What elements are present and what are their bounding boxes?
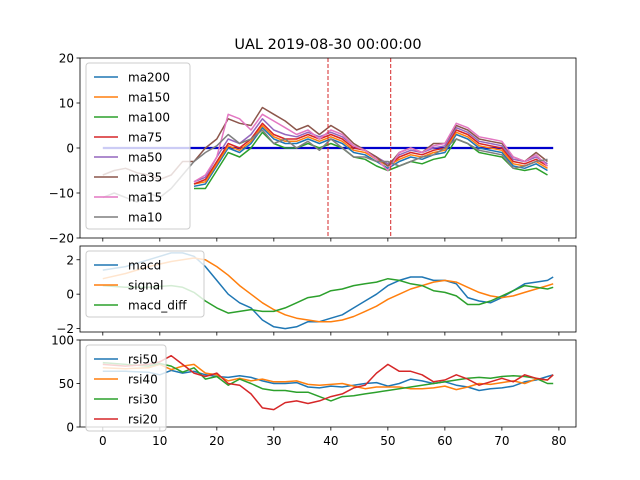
legend: macd signal macd_diff [85, 250, 205, 318]
legend-label-ma200: ma200 [128, 71, 170, 85]
legend-box [85, 344, 167, 432]
y-tick-label: −20 [49, 232, 74, 246]
x-tick-label: 60 [437, 434, 452, 448]
subplot-2: −2 0 2 macd signal macd_diff [56, 245, 577, 336]
x-tick-label: 40 [323, 434, 338, 448]
legend-label-ma10: ma10 [128, 211, 162, 225]
y-tick-label: 100 [51, 334, 74, 348]
legend-label-signal: signal [128, 279, 164, 293]
legend-label-ma75: ma75 [128, 131, 162, 145]
legend-label-rsi30: rsi30 [128, 393, 158, 407]
legend-box [85, 62, 191, 230]
legend-label-macd_diff: macd_diff [128, 299, 187, 313]
legend-label-ma150: ma150 [128, 91, 170, 105]
plot-area [102, 354, 554, 411]
series-line-rsi30 [102, 361, 554, 402]
series-line-macd [102, 252, 554, 330]
legend-label-rsi20: rsi20 [128, 413, 158, 427]
legend: ma200 ma150 ma100 ma75 ma50 ma35 ma15 ma10 [85, 62, 191, 230]
legend-label-ma50: ma50 [128, 151, 162, 165]
y-tick-label: 0 [66, 142, 74, 156]
series-line-macd_diff [102, 277, 554, 314]
legend: rsi50 rsi40 rsi30 rsi20 [85, 344, 167, 432]
x-tick-label: 10 [152, 434, 167, 448]
series-line-rsi40 [102, 363, 554, 391]
x-tick-label: 50 [380, 434, 395, 448]
legend-label-ma35: ma35 [128, 171, 162, 185]
legend-label-ma15: ma15 [128, 191, 162, 205]
x-tick-label: 70 [494, 434, 509, 448]
x-tick-label: 20 [209, 434, 224, 448]
series-line-ma150 [193, 124, 548, 185]
x-tick-label: 30 [266, 434, 281, 448]
legend-label-rsi50: rsi50 [128, 353, 158, 367]
series-line-signal [102, 257, 554, 323]
x-tick-label: 80 [551, 434, 566, 448]
legend-box [85, 250, 205, 318]
y-tick-label: 0 [66, 421, 74, 435]
axes-frame [79, 245, 577, 333]
series-line-ma15 [193, 113, 549, 183]
y-tick-label: 10 [59, 97, 74, 111]
y-tick-label: 20 [59, 52, 74, 66]
plot-area [102, 252, 554, 330]
y-tick-label: −10 [49, 187, 74, 201]
legend-label-ma100: ma100 [128, 111, 170, 125]
subplot-1: −20−1001020ma200ma150ma100ma75ma50ma35ma… [49, 52, 577, 246]
y-tick-label: 0 [66, 288, 74, 302]
series-line-ma100 [194, 131, 548, 190]
chart-title: UAL 2019-08-30 00:00:00 [234, 37, 421, 53]
y-tick-label: 50 [59, 377, 74, 391]
legend-label-rsi40: rsi40 [128, 373, 158, 387]
series-line-ma200 [193, 126, 548, 188]
y-tick-label: −2 [56, 322, 74, 336]
series-line-rsi20 [102, 354, 554, 411]
series-line-rsi50 [102, 369, 554, 392]
y-tick-label: 2 [66, 253, 74, 267]
legend-label-macd: macd [128, 259, 161, 273]
x-tick-label: 0 [99, 434, 107, 448]
